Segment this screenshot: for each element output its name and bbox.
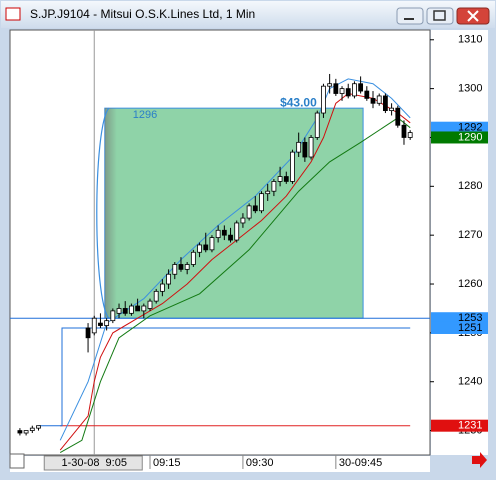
candle-body bbox=[203, 244, 209, 251]
candle-body bbox=[184, 264, 190, 270]
candle-body bbox=[283, 176, 289, 182]
corner-icon[interactable] bbox=[9, 453, 25, 469]
candle-body bbox=[197, 244, 202, 253]
candle-body bbox=[389, 107, 394, 112]
candle-body bbox=[395, 107, 401, 126]
candle-body bbox=[104, 320, 110, 326]
candle-body bbox=[178, 264, 184, 270]
profit-label: $43.00 bbox=[280, 95, 317, 109]
candle-body bbox=[166, 273, 171, 285]
price-axis bbox=[431, 30, 488, 455]
candle-body bbox=[376, 95, 382, 104]
candle-body bbox=[321, 85, 326, 114]
candle-body bbox=[252, 205, 258, 212]
x-tick-label: 30-09:45 bbox=[339, 457, 382, 469]
candle-body bbox=[98, 322, 103, 326]
cursor-time-label: 1-30-08 9:05 bbox=[62, 457, 127, 469]
candle-body bbox=[234, 222, 240, 241]
minimize-button[interactable] bbox=[396, 7, 424, 25]
candle-body bbox=[277, 176, 283, 182]
price-marker bbox=[431, 321, 488, 334]
candle-body bbox=[17, 430, 23, 434]
overlay-line bbox=[38, 327, 411, 427]
candle-body bbox=[302, 141, 308, 158]
candle-body bbox=[116, 308, 122, 314]
candle-body bbox=[327, 83, 333, 87]
candle-body bbox=[190, 251, 196, 265]
candle-body bbox=[352, 83, 357, 97]
price-marker bbox=[431, 131, 488, 144]
candle-body bbox=[339, 88, 345, 94]
y-tick-label: 1280 bbox=[458, 180, 482, 192]
maximize-icon bbox=[433, 10, 446, 21]
candle-body bbox=[345, 88, 351, 97]
candle-body bbox=[240, 217, 246, 224]
candle-body bbox=[308, 137, 314, 158]
candle-body bbox=[135, 305, 141, 312]
candle-body bbox=[159, 283, 165, 292]
price-marker bbox=[431, 312, 488, 325]
price-marker bbox=[431, 121, 488, 134]
candle-body bbox=[401, 124, 407, 138]
price-marker-label: 1251 bbox=[458, 322, 482, 334]
candle-body bbox=[147, 300, 153, 309]
candle-body bbox=[228, 234, 233, 241]
window-title: S.JP.J9104 - Mitsui O.S.K.Lines Ltd, 1 M… bbox=[30, 7, 255, 21]
overlay-line bbox=[59, 117, 411, 454]
zone-bracket bbox=[96, 107, 110, 319]
app-icon bbox=[5, 7, 21, 21]
price-marker-label: 1231 bbox=[458, 420, 482, 432]
candle-body bbox=[91, 317, 97, 334]
candle-body bbox=[290, 151, 295, 182]
candle-body bbox=[215, 229, 221, 239]
zone-label: 1296 bbox=[133, 109, 157, 121]
candle-body bbox=[265, 190, 271, 195]
scroll-arrow[interactable] bbox=[472, 452, 487, 468]
candle-body bbox=[296, 141, 302, 153]
candle-body bbox=[172, 264, 178, 275]
candle-body bbox=[129, 305, 134, 314]
candle-body bbox=[221, 229, 227, 236]
candle-body bbox=[246, 205, 252, 219]
candle-body bbox=[141, 305, 147, 312]
candle-body bbox=[153, 290, 159, 302]
candle-body bbox=[209, 237, 215, 251]
candle-body bbox=[271, 181, 277, 192]
x-tick-label: 09:15 bbox=[153, 457, 181, 469]
price-marker-label: 1292 bbox=[458, 122, 482, 134]
candle-body bbox=[407, 132, 413, 138]
candle-body bbox=[36, 425, 41, 429]
candle-body bbox=[29, 427, 35, 431]
candle-body bbox=[370, 97, 376, 104]
y-tick-label: 1300 bbox=[458, 83, 482, 95]
candle-body bbox=[110, 310, 116, 322]
candle-body bbox=[85, 327, 91, 339]
candle-body bbox=[358, 83, 364, 92]
zone-shade bbox=[104, 108, 117, 319]
candle-body bbox=[333, 83, 339, 94]
candle-body bbox=[122, 308, 128, 314]
cursor-time-box bbox=[43, 455, 143, 471]
y-tick-label: 1310 bbox=[458, 34, 482, 46]
y-tick-label: 1240 bbox=[458, 376, 482, 388]
close-icon bbox=[467, 10, 479, 22]
candle-body bbox=[314, 112, 320, 138]
y-tick-label: 1270 bbox=[458, 229, 482, 241]
candle-body bbox=[364, 90, 370, 99]
price-marker-label: 1253 bbox=[458, 312, 482, 324]
price-marker-label: 1290 bbox=[458, 131, 482, 143]
candle-body bbox=[23, 430, 29, 434]
x-tick-label: 09:30 bbox=[246, 457, 274, 469]
y-tick-label: 1260 bbox=[458, 278, 482, 290]
price-marker bbox=[431, 419, 488, 432]
candle-body bbox=[382, 95, 388, 112]
candle-body bbox=[259, 193, 264, 212]
